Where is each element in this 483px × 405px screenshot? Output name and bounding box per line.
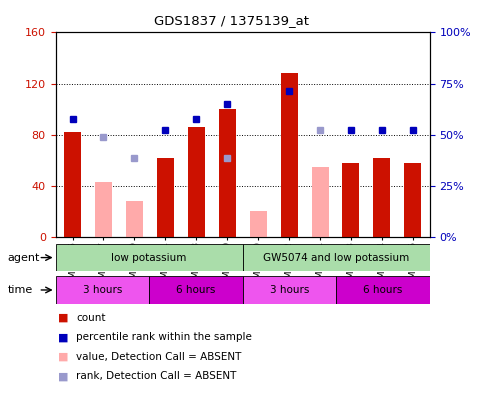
Text: ■: ■ (58, 352, 69, 362)
Bar (188, 127, 205, 237)
Bar (242, 244, 430, 271)
Text: 6 hours: 6 hours (363, 285, 403, 295)
Bar (404, 163, 421, 237)
Text: GDS1837 / 1375139_at: GDS1837 / 1375139_at (155, 14, 309, 27)
Bar (64, 132, 81, 237)
Text: GW5074 and low potassium: GW5074 and low potassium (263, 253, 410, 262)
Text: time: time (7, 285, 32, 295)
Text: low potassium: low potassium (112, 253, 187, 262)
Bar (336, 276, 430, 304)
Text: ■: ■ (58, 371, 69, 381)
Bar (373, 158, 390, 237)
Bar (250, 211, 267, 237)
Text: ■: ■ (58, 333, 69, 342)
Bar (56, 244, 242, 271)
Bar (281, 73, 298, 237)
Bar (126, 201, 143, 237)
Bar (95, 182, 112, 237)
Text: percentile rank within the sample: percentile rank within the sample (76, 333, 252, 342)
Text: count: count (76, 313, 106, 323)
Text: agent: agent (7, 253, 40, 262)
Bar (242, 276, 336, 304)
Text: rank, Detection Call = ABSENT: rank, Detection Call = ABSENT (76, 371, 237, 381)
Bar (157, 158, 174, 237)
Bar (342, 163, 359, 237)
Bar (56, 276, 149, 304)
Text: 3 hours: 3 hours (83, 285, 122, 295)
Bar (219, 109, 236, 237)
Text: value, Detection Call = ABSENT: value, Detection Call = ABSENT (76, 352, 242, 362)
Text: 6 hours: 6 hours (176, 285, 215, 295)
Text: ■: ■ (58, 313, 69, 323)
Bar (149, 276, 242, 304)
Text: 3 hours: 3 hours (270, 285, 309, 295)
Bar (312, 166, 328, 237)
